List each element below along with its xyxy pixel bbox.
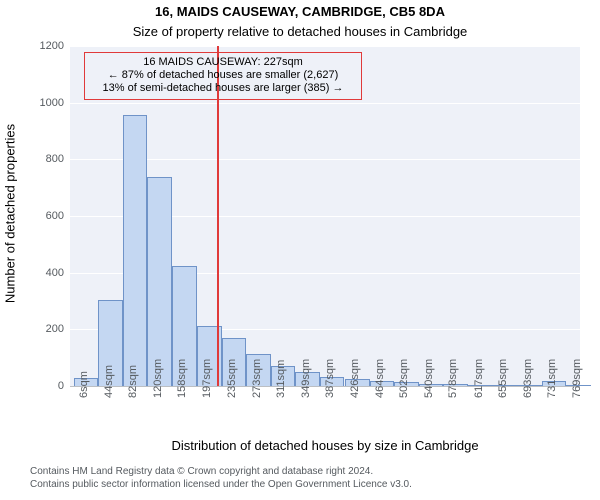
chart-title-sub: Size of property relative to detached ho…	[0, 24, 600, 39]
footer-line-2: Contains public sector information licen…	[0, 479, 600, 490]
chart-title-main: 16, MAIDS CAUSEWAY, CAMBRIDGE, CB5 8DA	[0, 4, 600, 19]
histogram-bar	[123, 115, 148, 386]
annotation-line-2: ← 87% of detached houses are smaller (2,…	[91, 69, 355, 82]
annotation-line-1: 16 MAIDS CAUSEWAY: 227sqm	[91, 56, 355, 69]
grid-line-h	[70, 103, 580, 104]
chart-container: { "titles": { "main": "16, MAIDS CAUSEWA…	[0, 0, 600, 500]
callout-annotation: 16 MAIDS CAUSEWAY: 227sqm ← 87% of detac…	[84, 52, 362, 100]
x-axis-label: Distribution of detached houses by size …	[70, 438, 580, 453]
annotation-line-3: 13% of semi-detached houses are larger (…	[91, 82, 355, 95]
footer-line-1: Contains HM Land Registry data © Crown c…	[0, 466, 600, 477]
histogram-bar	[147, 177, 172, 386]
grid-line-h	[70, 46, 580, 47]
y-axis-label: Number of detached properties	[3, 44, 18, 384]
